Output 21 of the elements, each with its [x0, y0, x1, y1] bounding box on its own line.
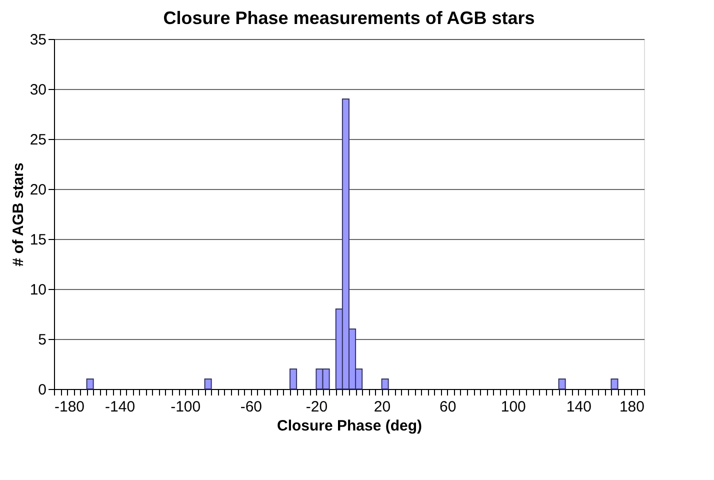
y-tick-label: 0 — [38, 382, 46, 398]
chart-title: Closure Phase measurements of AGB stars — [163, 8, 535, 28]
y-tick-label: 30 — [30, 82, 46, 98]
y-tick-label: 25 — [30, 132, 46, 148]
x-tick-label: 20 — [374, 398, 391, 416]
x-tick-label: -100 — [170, 398, 201, 416]
y-tick-label: 10 — [30, 282, 46, 298]
x-axis-title: Closure Phase (deg) — [276, 418, 422, 434]
x-tick-label: 60 — [439, 398, 456, 416]
x-tick-label: 180 — [619, 398, 644, 416]
x-tick-label: 100 — [500, 398, 526, 416]
x-tick-label: -60 — [240, 398, 262, 416]
x-tick-label: -180 — [54, 398, 85, 416]
y-tick-label: 5 — [38, 332, 46, 348]
y-axis-title: # of AGB stars — [10, 162, 27, 266]
y-tick-label: 35 — [30, 32, 46, 48]
x-tick-label: -140 — [105, 398, 136, 416]
x-tick-label: 140 — [566, 398, 592, 416]
y-tick-label: 15 — [30, 232, 46, 248]
y-tick-label: 20 — [30, 182, 46, 198]
x-tick-label: -20 — [306, 398, 328, 416]
